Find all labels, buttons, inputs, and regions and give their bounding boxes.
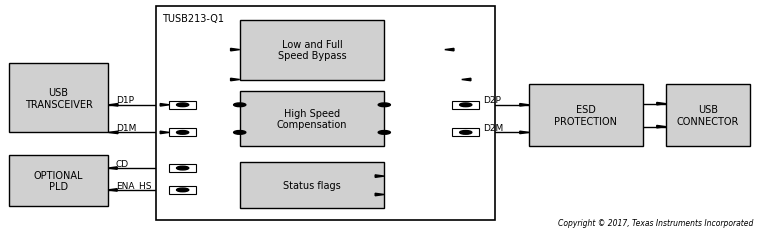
Polygon shape — [231, 49, 240, 52]
Text: High Speed
Compensation: High Speed Compensation — [277, 108, 347, 130]
Text: TUSB213-Q1: TUSB213-Q1 — [162, 14, 224, 24]
Text: OPTIONAL
PLD: OPTIONAL PLD — [33, 170, 84, 192]
Polygon shape — [109, 104, 118, 106]
FancyBboxPatch shape — [240, 21, 384, 80]
Circle shape — [378, 131, 390, 135]
Circle shape — [177, 131, 189, 135]
Polygon shape — [231, 79, 240, 81]
FancyBboxPatch shape — [240, 92, 384, 147]
Text: USB
CONNECTOR: USB CONNECTOR — [677, 105, 739, 126]
Circle shape — [177, 188, 189, 192]
Text: CD: CD — [116, 159, 129, 168]
Text: USB
TRANSCEIVER: USB TRANSCEIVER — [24, 88, 93, 109]
Polygon shape — [160, 104, 169, 106]
Polygon shape — [520, 104, 529, 106]
Circle shape — [460, 104, 472, 107]
Text: Status flags: Status flags — [283, 180, 341, 191]
FancyBboxPatch shape — [169, 186, 196, 194]
Text: D2P: D2P — [482, 96, 501, 105]
Text: ESD
PROTECTION: ESD PROTECTION — [555, 105, 617, 126]
FancyBboxPatch shape — [666, 85, 750, 147]
Polygon shape — [375, 175, 384, 177]
Polygon shape — [108, 167, 117, 169]
FancyBboxPatch shape — [9, 156, 108, 206]
Circle shape — [234, 104, 246, 107]
Circle shape — [460, 131, 472, 135]
Text: D1P: D1P — [116, 96, 134, 105]
Polygon shape — [657, 126, 666, 128]
Polygon shape — [462, 79, 471, 81]
Circle shape — [234, 131, 246, 135]
FancyBboxPatch shape — [240, 163, 384, 208]
FancyBboxPatch shape — [529, 85, 643, 147]
Circle shape — [177, 104, 189, 107]
FancyBboxPatch shape — [169, 101, 196, 109]
Polygon shape — [657, 103, 666, 105]
FancyBboxPatch shape — [156, 7, 495, 220]
Text: Low and Full
Speed Bypass: Low and Full Speed Bypass — [278, 40, 346, 61]
FancyBboxPatch shape — [452, 129, 479, 137]
Circle shape — [177, 166, 189, 170]
Polygon shape — [109, 132, 118, 134]
FancyBboxPatch shape — [9, 64, 108, 133]
Polygon shape — [160, 132, 169, 134]
FancyBboxPatch shape — [169, 164, 196, 172]
Polygon shape — [520, 132, 529, 134]
Polygon shape — [375, 194, 384, 196]
Circle shape — [378, 104, 390, 107]
Text: D1M: D1M — [116, 123, 136, 132]
FancyBboxPatch shape — [169, 129, 196, 137]
Text: Copyright © 2017, Texas Instruments Incorporated: Copyright © 2017, Texas Instruments Inco… — [558, 218, 753, 227]
FancyBboxPatch shape — [452, 101, 479, 109]
Text: ENA_HS: ENA_HS — [116, 181, 151, 190]
Polygon shape — [108, 189, 117, 191]
Text: D2M: D2M — [482, 123, 503, 132]
Polygon shape — [444, 49, 454, 52]
